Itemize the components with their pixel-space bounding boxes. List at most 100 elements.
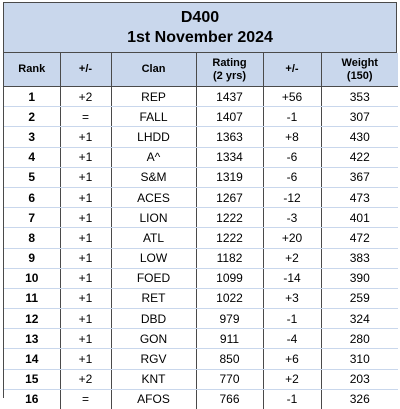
- rating-change-cell: +2: [263, 248, 321, 268]
- rank-change-cell: +1: [60, 309, 111, 329]
- table-date: 1st November 2024: [127, 28, 273, 48]
- title-block: D400 1st November 2024: [4, 3, 396, 53]
- rating-cell: 1022: [196, 288, 263, 308]
- rank-cell: 8: [4, 228, 60, 248]
- clan-cell: LION: [111, 208, 196, 228]
- rating-change-cell: -14: [263, 268, 321, 288]
- rating-cell: 1407: [196, 107, 263, 127]
- table-title: D400: [181, 8, 219, 28]
- rating-cell: 1222: [196, 228, 263, 248]
- table-row: 10 +1 FOED 1099 -14 390: [4, 268, 398, 288]
- rank-cell: 9: [4, 248, 60, 268]
- rating-cell: 1099: [196, 268, 263, 288]
- rank-change-cell: +1: [60, 187, 111, 207]
- table-row: 6 +1 ACES 1267 -12 473: [4, 187, 398, 207]
- rank-cell: 1: [4, 87, 60, 107]
- header-rating-line2: (2 yrs): [197, 70, 263, 83]
- rank-cell: 14: [4, 349, 60, 369]
- rating-change-cell: -6: [263, 167, 321, 187]
- weight-cell: 422: [321, 147, 398, 167]
- clan-cell: ATL: [111, 228, 196, 248]
- table-row: 1 +2 REP 1437 +56 353: [4, 87, 398, 107]
- rank-change-cell: =: [60, 389, 111, 409]
- clan-cell: LHDD: [111, 127, 196, 147]
- header-rating-line1: Rating: [197, 57, 263, 70]
- rating-change-cell: -6: [263, 147, 321, 167]
- rank-cell: 3: [4, 127, 60, 147]
- clan-cell: ACES: [111, 187, 196, 207]
- weight-cell: 353: [321, 87, 398, 107]
- table-row: 14 +1 RGV 850 +6 310: [4, 349, 398, 369]
- rank-change-cell: +1: [60, 147, 111, 167]
- rank-change-cell: +1: [60, 208, 111, 228]
- rating-cell: 770: [196, 369, 263, 389]
- weight-cell: 390: [321, 268, 398, 288]
- rating-cell: 850: [196, 349, 263, 369]
- header-weight-line2: (150): [322, 70, 399, 83]
- table-row: 12 +1 DBD 979 -1 324: [4, 309, 398, 329]
- table-row: 8 +1 ATL 1222 +20 472: [4, 228, 398, 248]
- clan-cell: FOED: [111, 268, 196, 288]
- table-row: 9 +1 LOW 1182 +2 383: [4, 248, 398, 268]
- table-row: 5 +1 S&M 1319 -6 367: [4, 167, 398, 187]
- rank-change-cell: +1: [60, 288, 111, 308]
- table-row: 15 +2 KNT 770 +2 203: [4, 369, 398, 389]
- header-rating-change: +/-: [263, 53, 321, 87]
- rating-cell: 1222: [196, 208, 263, 228]
- table-row: 2 = FALL 1407 -1 307: [4, 107, 398, 127]
- clan-cell: GON: [111, 329, 196, 349]
- clan-cell: DBD: [111, 309, 196, 329]
- table-row: 11 +1 RET 1022 +3 259: [4, 288, 398, 308]
- rank-cell: 2: [4, 107, 60, 127]
- rank-cell: 13: [4, 329, 60, 349]
- rating-cell: 1437: [196, 87, 263, 107]
- clan-cell: RET: [111, 288, 196, 308]
- rank-change-cell: +2: [60, 369, 111, 389]
- rating-cell: 1267: [196, 187, 263, 207]
- rank-cell: 7: [4, 208, 60, 228]
- rank-change-cell: +1: [60, 167, 111, 187]
- ranking-table: Rank +/- Clan Rating (2 yrs) +/- Weight …: [4, 53, 398, 409]
- rating-cell: 1334: [196, 147, 263, 167]
- weight-cell: 307: [321, 107, 398, 127]
- weight-cell: 310: [321, 349, 398, 369]
- rating-change-cell: -1: [263, 309, 321, 329]
- rating-cell: 1182: [196, 248, 263, 268]
- rating-change-cell: +20: [263, 228, 321, 248]
- rank-cell: 6: [4, 187, 60, 207]
- rating-cell: 766: [196, 389, 263, 409]
- clan-cell: A^: [111, 147, 196, 167]
- weight-cell: 473: [321, 187, 398, 207]
- rank-cell: 12: [4, 309, 60, 329]
- rating-change-cell: -4: [263, 329, 321, 349]
- header-weight-line1: Weight: [322, 57, 399, 70]
- rank-change-cell: +1: [60, 127, 111, 147]
- weight-cell: 259: [321, 288, 398, 308]
- weight-cell: 280: [321, 329, 398, 349]
- rank-change-cell: +1: [60, 329, 111, 349]
- header-rank-change: +/-: [60, 53, 111, 87]
- table-row: 13 +1 GON 911 -4 280: [4, 329, 398, 349]
- table-row: 3 +1 LHDD 1363 +8 430: [4, 127, 398, 147]
- clan-cell: S&M: [111, 167, 196, 187]
- rating-change-cell: +2: [263, 369, 321, 389]
- header-rank: Rank: [4, 53, 60, 87]
- rating-change-cell: -1: [263, 107, 321, 127]
- rank-cell: 11: [4, 288, 60, 308]
- weight-cell: 383: [321, 248, 398, 268]
- clan-cell: AFOS: [111, 389, 196, 409]
- rank-change-cell: +1: [60, 248, 111, 268]
- header-rating: Rating (2 yrs): [196, 53, 263, 87]
- weight-cell: 367: [321, 167, 398, 187]
- rating-change-cell: +8: [263, 127, 321, 147]
- rating-cell: 1319: [196, 167, 263, 187]
- clan-cell: KNT: [111, 369, 196, 389]
- rating-change-cell: -12: [263, 187, 321, 207]
- weight-cell: 324: [321, 309, 398, 329]
- header-weight: Weight (150): [321, 53, 398, 87]
- rank-change-cell: +2: [60, 87, 111, 107]
- rank-change-cell: +1: [60, 349, 111, 369]
- rank-cell: 16: [4, 389, 60, 409]
- table-row: 16 = AFOS 766 -1 326: [4, 389, 398, 409]
- rank-cell: 10: [4, 268, 60, 288]
